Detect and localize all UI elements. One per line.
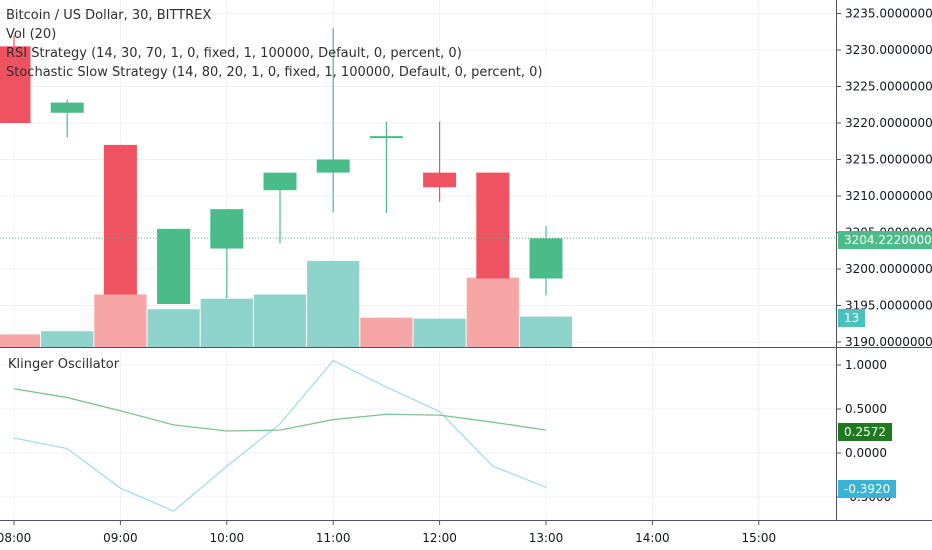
volume-bar (253, 294, 307, 347)
time-tick-label: 12:00 (422, 531, 457, 545)
candle-body (0, 46, 31, 123)
price-tick-label: 3215.00000000 (845, 153, 932, 167)
candle-body (157, 228, 191, 305)
volume-bar (147, 309, 200, 347)
last-price-badge: 3204.22200000 (838, 231, 932, 249)
volume-bar (0, 334, 41, 347)
volume-bar (307, 260, 360, 347)
time-tick-label: 08:00 (0, 531, 31, 545)
volume-bar (94, 294, 147, 347)
candle-body (476, 172, 510, 279)
volume-bar (519, 316, 573, 347)
volume-bars (0, 260, 573, 347)
price-tick-label: 3230.00000000 (845, 43, 932, 57)
candle-body (529, 238, 563, 279)
legend-rsi: RSI Strategy (14, 30, 70, 1, 0, fixed, 1… (6, 46, 462, 61)
candle-body (210, 209, 244, 249)
candle-body (263, 172, 297, 191)
price-tick-label: 3195.00000000 (845, 299, 932, 313)
candle-body (316, 159, 350, 173)
oscillator-value-badge-1: 0.2572 (838, 423, 892, 441)
volume-badge: 13 (838, 309, 866, 327)
volume-bar (413, 318, 466, 347)
oscillator-label: Klinger Oscillator (8, 357, 120, 372)
time-tick-label: 15:00 (742, 531, 777, 545)
oscillator-value-badge-2: -0.3920 (838, 480, 897, 498)
price-tick-label: 3235.00000000 (845, 7, 932, 21)
price-tick-label: 3220.00000000 (845, 116, 932, 130)
osc-tick-label: 0.0000 (845, 446, 887, 460)
legend-stoch: Stochastic Slow Strategy (14, 80, 20, 1,… (6, 65, 543, 80)
volume-bar (41, 331, 94, 347)
time-tick-label: 14:00 (635, 531, 670, 545)
legend-volume: Vol (20) (6, 27, 57, 42)
volume-bar (360, 317, 413, 347)
candle-body (423, 172, 457, 188)
klinger-line (13, 359, 547, 512)
price-tick-label: 3190.00000000 (845, 335, 932, 349)
candle-body (50, 102, 84, 113)
price-tick-label: 3210.00000000 (845, 189, 932, 203)
candles (0, 28, 563, 305)
time-tick-label: 11:00 (316, 531, 351, 545)
volume-bar (466, 277, 519, 347)
oscillator-lines (13, 359, 547, 512)
legend: Bitcoin / US Dollar, 30, BITTREX Vol (20… (6, 6, 543, 82)
time-tick-label: 10:00 (210, 531, 245, 545)
legend-symbol: Bitcoin / US Dollar, 30, BITTREX (6, 8, 212, 23)
signal-line (13, 388, 547, 432)
osc-tick-label: 0.5000 (845, 402, 887, 416)
candle-body (369, 136, 403, 139)
price-tick-label: 3225.00000000 (845, 80, 932, 94)
price-axis-ticks: 3190.00000000 3195.00000000 3200.00000000 3… (836, 7, 932, 349)
osc-tick-label: 1.0000 (845, 358, 887, 372)
time-tick-label: 13:00 (529, 531, 564, 545)
candle-body (103, 144, 137, 295)
price-tick-label: 3200.00000000 (845, 262, 932, 276)
time-tick-label: 09:00 (103, 531, 138, 545)
time-axis-ticks: 08:00 09:00 10:00 11:00 12:00 13:00 14:00 15:00 (0, 520, 776, 545)
volume-bar (200, 298, 253, 347)
grid (0, 0, 836, 520)
